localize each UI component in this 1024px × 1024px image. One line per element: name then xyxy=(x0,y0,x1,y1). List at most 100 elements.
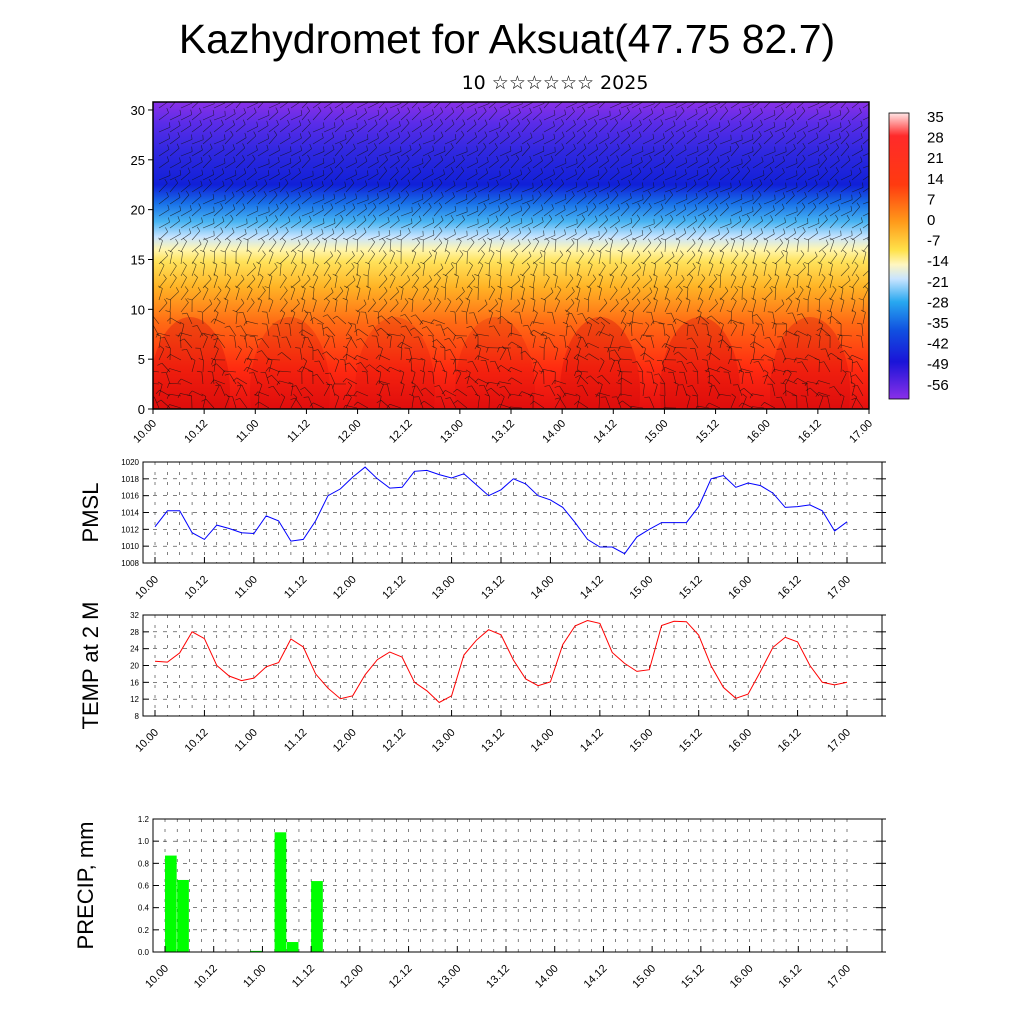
wind-barb-feather xyxy=(494,106,498,112)
wind-barb xyxy=(213,172,225,181)
wind-barb-feather xyxy=(166,404,170,409)
wind-barb-feather xyxy=(829,386,834,389)
wind-barb-feather xyxy=(342,297,348,301)
wind-barb-feather xyxy=(577,336,583,339)
wind-barb xyxy=(675,264,679,277)
wind-barb xyxy=(719,300,725,313)
wind-barb xyxy=(301,175,314,181)
wind-barb xyxy=(719,231,730,241)
wind-barb-feather xyxy=(685,157,688,163)
wind-barb xyxy=(576,360,579,373)
wind-barb xyxy=(686,396,691,409)
wind-barb xyxy=(153,396,160,409)
wind-barb-feather xyxy=(860,156,863,162)
wind-barb-feather xyxy=(355,157,357,163)
wind-barb xyxy=(587,220,598,229)
wind-barb-feather xyxy=(846,95,849,99)
wind-barb xyxy=(389,277,396,289)
wind-barb-feather xyxy=(507,367,512,372)
wind-barb xyxy=(213,115,226,121)
wind-barb-feather xyxy=(671,131,674,136)
wind-barb xyxy=(389,234,402,241)
wind-barb xyxy=(289,324,292,337)
wind-barb-feather xyxy=(432,109,434,115)
wind-barb-feather xyxy=(375,380,379,386)
wind-barb xyxy=(400,171,411,181)
wind-barb xyxy=(466,210,479,217)
wind-barb xyxy=(202,289,209,301)
wind-barb xyxy=(576,159,586,169)
wind-barb xyxy=(554,114,566,121)
wind-barb xyxy=(153,315,160,325)
wind-barb xyxy=(317,349,325,361)
wind-barb-feather xyxy=(571,190,575,196)
wind-barb xyxy=(268,276,273,289)
wind-barb-feather xyxy=(303,396,309,398)
wind-barb xyxy=(786,390,798,397)
wind-barb xyxy=(653,199,666,205)
wind-barb xyxy=(213,312,219,325)
wind-barb xyxy=(466,162,478,169)
wind-barb-feather xyxy=(600,321,605,326)
wind-barb xyxy=(631,136,642,145)
wind-barb-feather xyxy=(495,215,499,221)
wind-barb-feather xyxy=(613,286,618,291)
wind-barb-feather xyxy=(585,375,591,379)
wind-barb-feather xyxy=(342,405,346,409)
wind-barb-feather xyxy=(549,191,553,196)
wind-barb xyxy=(367,302,376,313)
wind-barb-feather xyxy=(819,361,825,364)
x-tick-label: 14.12 xyxy=(582,963,610,991)
wind-barb-feather xyxy=(758,130,762,136)
precip-bar xyxy=(286,942,299,952)
wind-barb xyxy=(686,174,699,181)
wind-barb xyxy=(533,400,545,409)
wind-barb-feather xyxy=(622,321,627,326)
wind-barb xyxy=(840,344,853,349)
x-tick-label: 10.12 xyxy=(192,963,220,991)
wind-barb xyxy=(257,195,267,205)
wind-barb-feather xyxy=(166,108,169,113)
wind-barb xyxy=(191,195,202,205)
wind-barb xyxy=(631,267,641,277)
wind-barb-feather xyxy=(871,169,873,174)
wind-barb xyxy=(216,363,226,373)
wind-barb xyxy=(345,279,356,289)
wind-barb xyxy=(242,312,248,325)
wind-barb xyxy=(477,303,488,313)
wind-barb-feather xyxy=(216,297,221,303)
wind-barb-feather xyxy=(740,194,743,200)
wind-barb-feather xyxy=(650,320,654,326)
wind-barb-feather xyxy=(387,216,390,222)
wind-barb xyxy=(786,330,798,337)
wind-barb xyxy=(455,110,465,121)
wind-barb-feather xyxy=(290,146,292,152)
wind-barb-feather xyxy=(818,218,820,224)
heatmap-y-tick-label: 15 xyxy=(131,252,145,267)
wind-barb xyxy=(664,395,666,409)
wind-barb xyxy=(169,291,179,301)
wind-barb-feather xyxy=(763,369,769,373)
wind-barb-feather xyxy=(300,181,303,187)
wind-barb-feather xyxy=(178,120,181,126)
wind-barb xyxy=(851,354,864,361)
wind-barb-feather xyxy=(474,333,478,339)
wind-barb-feather xyxy=(213,337,219,341)
wind-barb xyxy=(620,346,633,349)
wind-barb xyxy=(807,163,820,169)
wind-barb xyxy=(831,316,842,325)
wind-barb-feather xyxy=(253,107,257,113)
wind-barb xyxy=(785,324,788,337)
wind-barb-feather xyxy=(597,181,600,187)
wind-barb xyxy=(653,288,659,301)
wind-barb-feather xyxy=(217,286,222,291)
wind-barb xyxy=(485,360,490,373)
wind-barb-feather xyxy=(686,337,692,340)
wind-barb-feather xyxy=(727,96,729,101)
wind-barb xyxy=(752,276,759,289)
wind-barb xyxy=(752,102,761,109)
wind-barb xyxy=(857,385,864,397)
wind-barb-feather xyxy=(264,179,268,185)
wind-barb-feather xyxy=(203,333,208,338)
wind-barb-feather xyxy=(451,262,457,265)
